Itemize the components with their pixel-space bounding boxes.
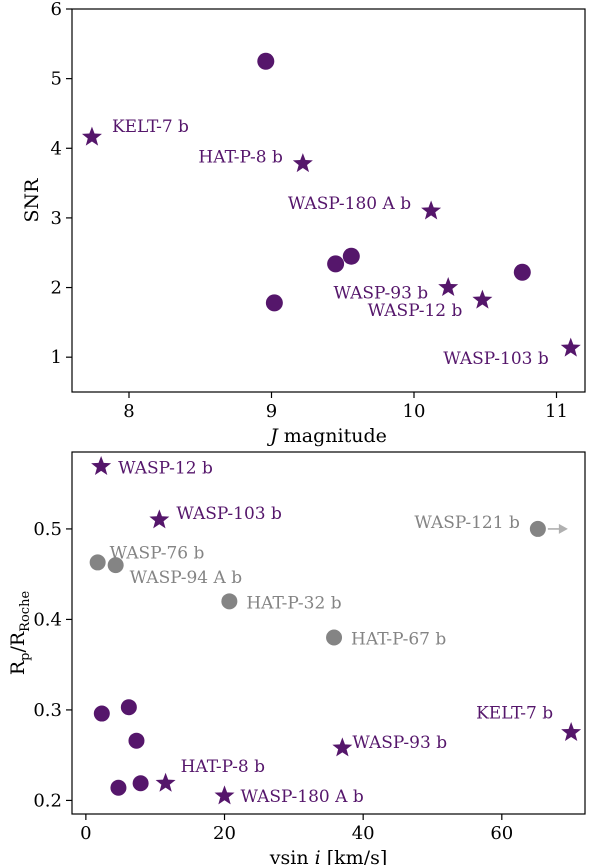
point-annotation: WASP-76 b <box>110 543 205 563</box>
point-annotation: KELT-7 b <box>476 704 553 724</box>
y-tick-label: 3 <box>51 208 62 229</box>
data-point-circle <box>326 629 343 646</box>
y-tick-label: 0.5 <box>33 519 62 540</box>
point-annotation: HAT-P-67 b <box>351 630 446 650</box>
y-tick-label: 4 <box>51 138 62 159</box>
point-annotation: WASP-103 b <box>176 504 282 524</box>
data-point-circle <box>257 52 275 70</box>
x-axis-label: J magnitude <box>266 425 387 447</box>
x-tick-label: 9 <box>266 401 277 422</box>
point-annotation: WASP-180 A b <box>288 194 411 214</box>
point-annotation: HAT-P-8 b <box>181 757 266 777</box>
data-point-star <box>560 337 581 357</box>
x-tick-label: 8 <box>123 401 134 422</box>
data-point-circle <box>110 779 127 796</box>
point-annotation: WASP-93 b <box>333 284 428 304</box>
data-point-circle <box>513 263 531 281</box>
data-point-circle <box>327 255 345 273</box>
y-tick-label: 2 <box>51 278 62 299</box>
data-point-circle <box>529 520 546 537</box>
point-annotation: WASP-180 A b <box>241 787 364 807</box>
x-tick-label: 60 <box>490 823 513 844</box>
data-point-star <box>421 200 442 220</box>
x-tick-label: 11 <box>545 401 568 422</box>
point-annotation: HAT-P-8 b <box>198 148 283 168</box>
x-axis-label: vsin i [km/s] <box>269 847 387 865</box>
x-tick-label: 20 <box>213 823 236 844</box>
y-tick-label: 0.2 <box>33 790 62 811</box>
data-point-star <box>292 153 313 173</box>
point-annotation: HAT-P-32 b <box>246 593 341 613</box>
x-tick-label: 0 <box>80 823 91 844</box>
data-point-circle <box>132 775 149 792</box>
roche-ratio-vs-vsini-panel: 0 20 40 60 0.2 0.3 0.4 0.5 vsin i [km/s] Rp/RRoch… <box>7 451 586 865</box>
data-point-circle <box>128 732 145 749</box>
y-tick-label: 6 <box>51 0 62 20</box>
point-annotation: WASP-12 b <box>368 301 463 321</box>
y-tick-label: 5 <box>51 69 62 90</box>
lower-limit-arrow-head <box>558 523 568 534</box>
point-annotation: KELT-7 b <box>112 117 189 137</box>
data-point-star <box>438 277 459 297</box>
y-tick-label: 0.4 <box>33 609 62 630</box>
data-point-star <box>149 509 170 529</box>
x-tick-label: 10 <box>403 401 426 422</box>
point-annotation: WASP-93 b <box>352 733 447 753</box>
data-point-circle <box>89 554 106 571</box>
data-point-circle <box>120 699 137 716</box>
data-point-circle <box>221 593 238 610</box>
data-point-circle <box>342 247 360 265</box>
y-tick-label: 0.3 <box>33 700 62 721</box>
point-annotation: WASP-94 A b <box>130 568 243 588</box>
data-point-circle <box>107 557 124 574</box>
data-point-star <box>155 772 176 792</box>
data-point-star <box>332 737 353 757</box>
data-point-star <box>91 455 112 475</box>
y-axis-label: Rp/RRoche <box>7 591 33 676</box>
data-point-circle <box>93 705 110 722</box>
point-annotation: WASP-103 b <box>443 349 549 369</box>
point-annotation: WASP-121 b <box>414 513 520 533</box>
data-point-circle <box>265 294 283 312</box>
y-tick-label: 1 <box>51 347 62 368</box>
plot-frame <box>71 451 586 815</box>
data-point-star <box>561 722 582 742</box>
y-axis-label: SNR <box>21 178 43 223</box>
data-point-star <box>81 126 102 146</box>
x-tick-label: 40 <box>352 823 375 844</box>
point-annotation: WASP-12 b <box>118 458 213 478</box>
plot-frame <box>71 8 586 393</box>
data-point-star <box>214 785 235 805</box>
data-point-star <box>472 289 493 309</box>
